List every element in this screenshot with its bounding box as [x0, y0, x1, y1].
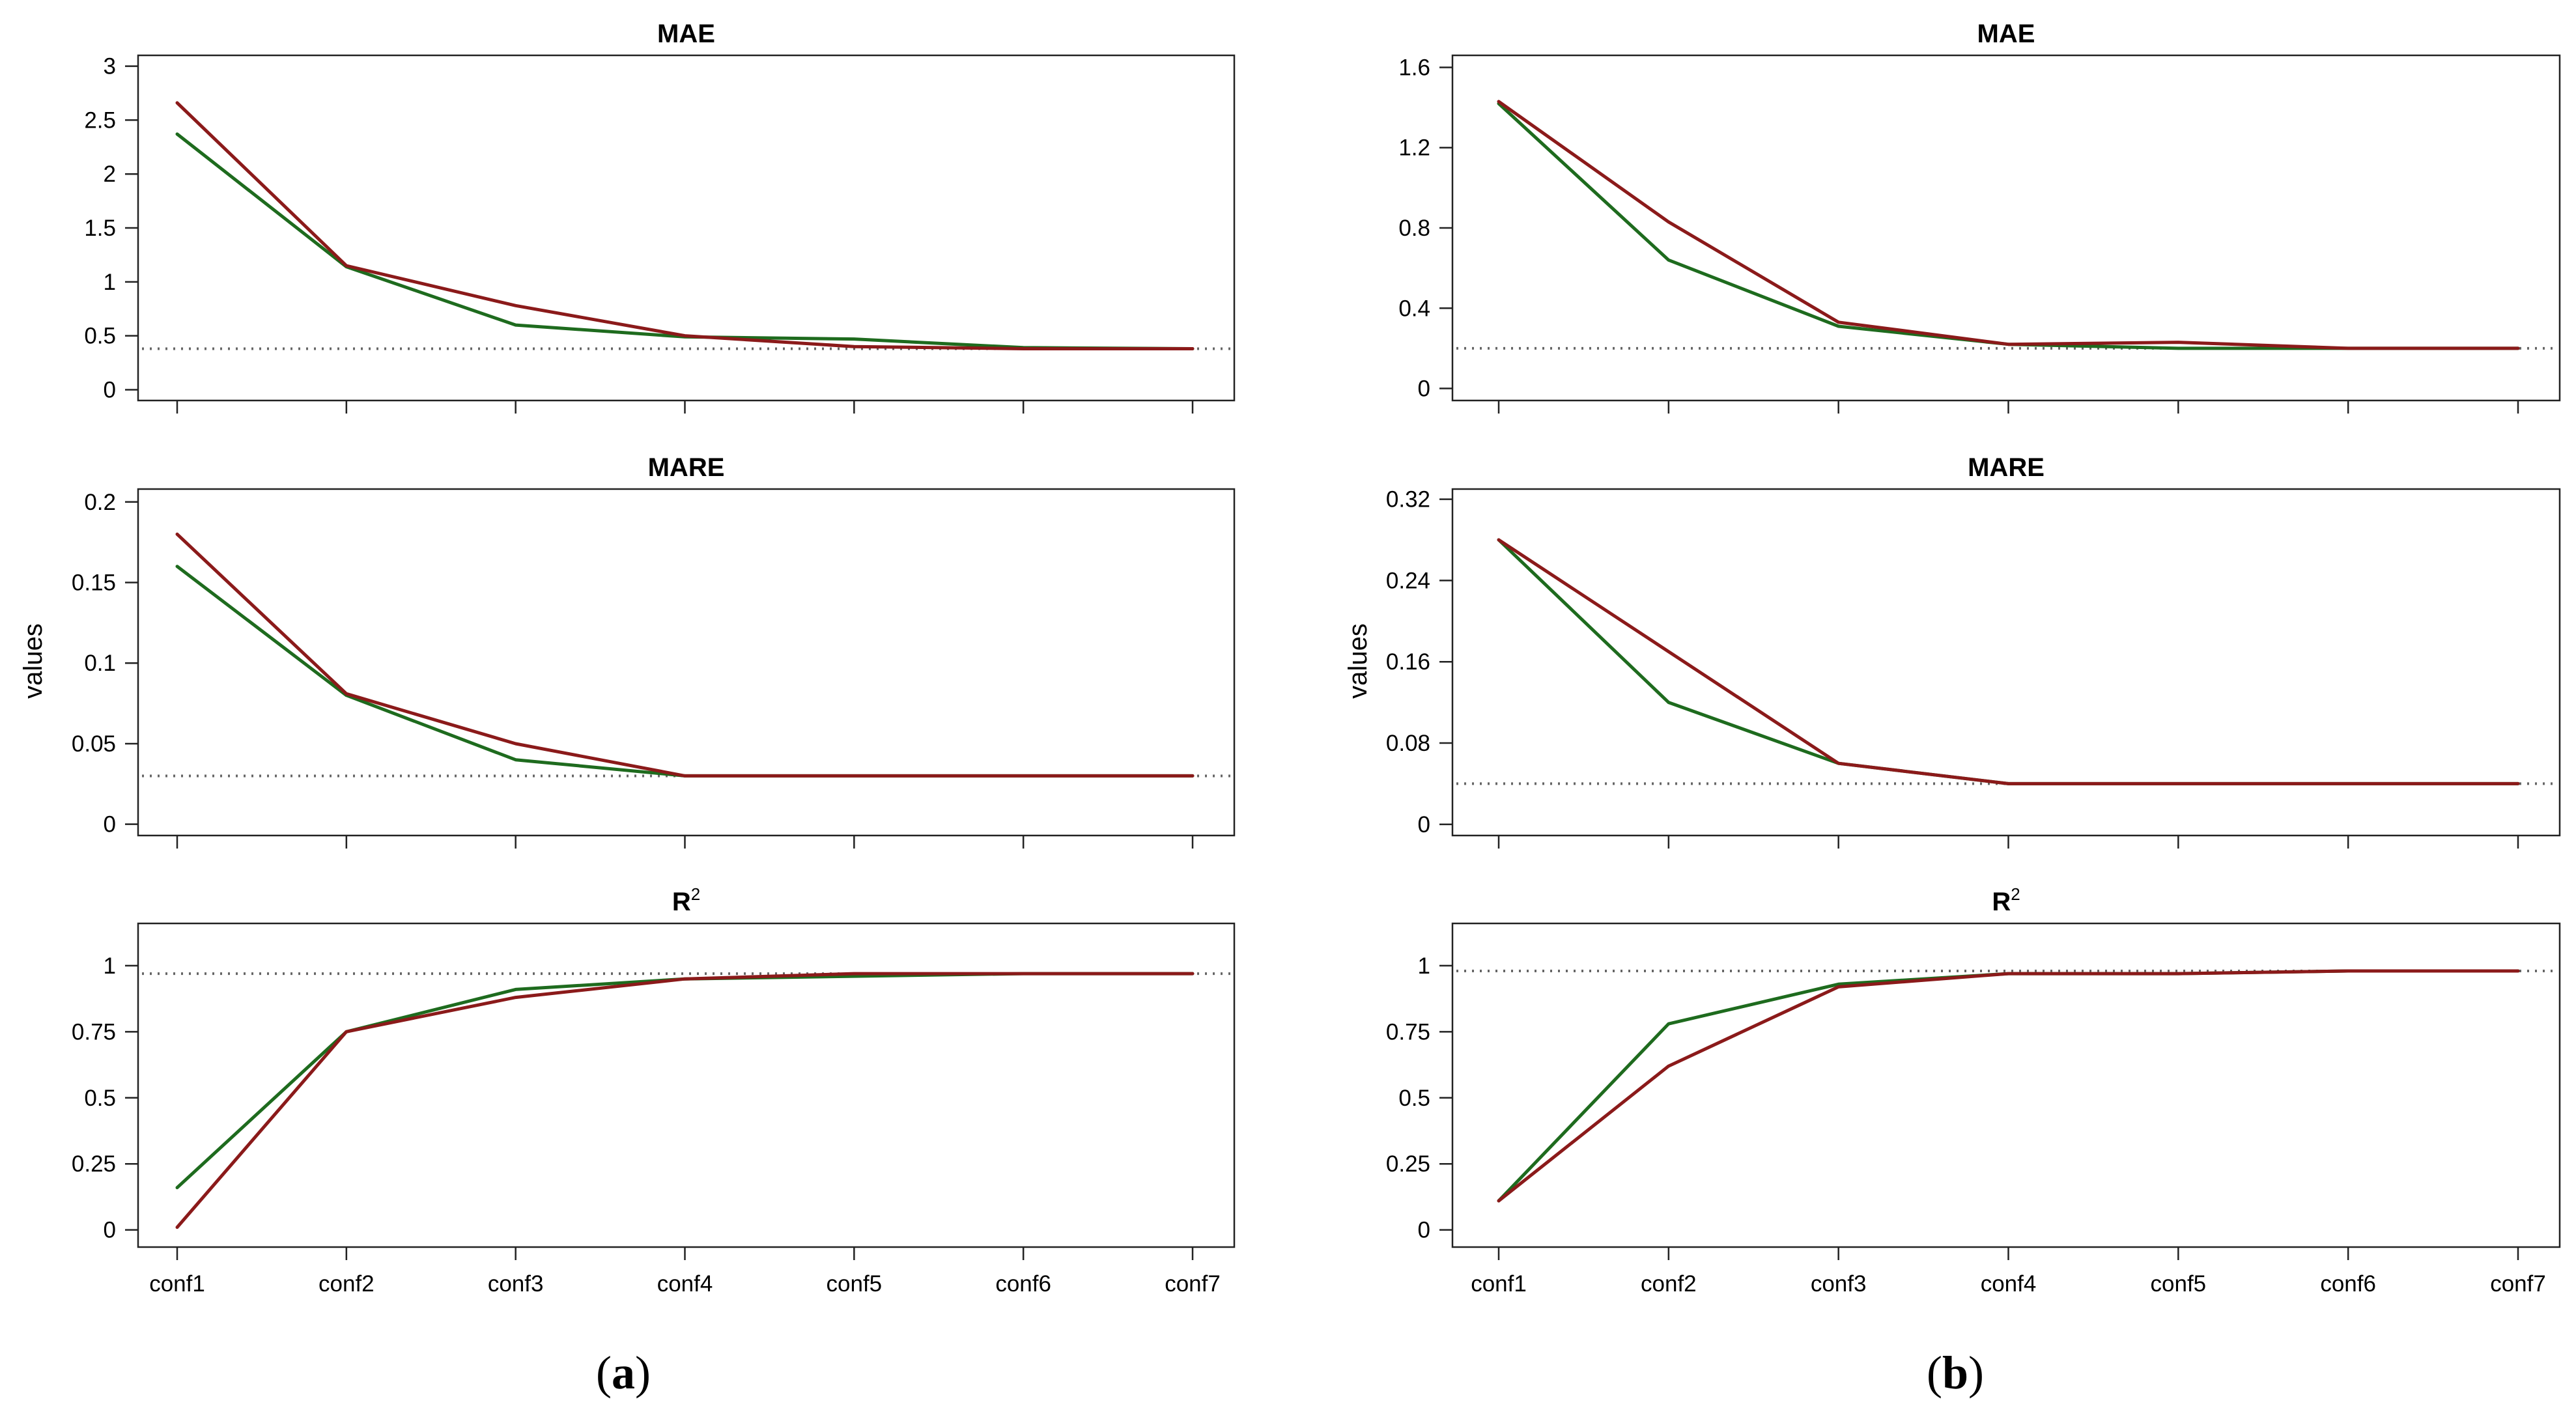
series-red-line [1497, 969, 2520, 1203]
panel-title: MAE [657, 20, 715, 48]
panel-title-text: MARE [648, 453, 725, 482]
series-red-line [175, 532, 1195, 778]
y-tick-label: 0.32 [1386, 487, 1430, 513]
y-tick-label: 0 [104, 812, 116, 837]
panel-title-text: MAE [657, 20, 715, 48]
x-tick-label: conf2 [1641, 1271, 1697, 1297]
y-tick-label: 0.1 [84, 651, 116, 676]
y-tick-label: 0.75 [1386, 1019, 1430, 1045]
y-tick-label: 1 [1418, 953, 1430, 979]
series-red-line [1497, 100, 2520, 350]
panel-b-mae: MAE 0 0.4 0.8 1.2 1.6 [1398, 20, 2561, 414]
x-tick-label: conf7 [1165, 1271, 1221, 1297]
x-tick-label: conf5 [2151, 1271, 2207, 1297]
x-tick-label: conf5 [827, 1271, 883, 1297]
y-tick-label: 0.4 [1398, 296, 1430, 321]
panel-title-superscript: 2 [691, 884, 700, 904]
x-tick-label: conf3 [488, 1271, 544, 1297]
x-tick-label: conf3 [1811, 1271, 1867, 1297]
x-tick-label: conf7 [2490, 1271, 2546, 1297]
y-tick-label: 1 [104, 953, 116, 979]
panel-b-mare: MARE 0 0.08 0.16 0.24 0.32 [1386, 453, 2561, 849]
caption-b: (b) [1927, 1347, 1984, 1399]
y-tick-label: 1.2 [1398, 135, 1430, 161]
panel-title-text: R [672, 888, 691, 916]
panel-title-text: MARE [1968, 453, 2045, 482]
x-tick-label: conf4 [657, 1271, 713, 1297]
y-tick-label: 3 [104, 54, 116, 79]
panel-title: R2 [672, 884, 700, 916]
y-tick-label: 0 [1418, 812, 1430, 837]
panel-title-text: R [1992, 888, 2011, 916]
plot-frame [137, 922, 1236, 1248]
y-tick-label: 0.05 [72, 731, 116, 757]
y-tick-label: 0.5 [84, 1086, 116, 1111]
shared-labels: values values (a) (b) [19, 623, 1984, 1399]
x-tick-label: conf1 [1471, 1271, 1527, 1297]
caption-b-open: ( [1927, 1347, 1942, 1399]
series-red-line [1497, 538, 2520, 785]
x-tick-label: conf6 [995, 1271, 1051, 1297]
caption-a: (a) [596, 1347, 651, 1399]
y-tick-label: 1.5 [84, 216, 116, 241]
y-tick-label: 0.5 [84, 324, 116, 349]
panel-title: MARE [1968, 453, 2045, 482]
y-tick-label: 0.08 [1386, 731, 1430, 756]
panel-title-superscript: 2 [2011, 884, 2020, 904]
x-tick-label: conf1 [149, 1271, 205, 1297]
panel-title: MAE [1977, 20, 2035, 48]
ylabel-a: values [19, 623, 48, 699]
y-tick-label: 0 [1418, 1218, 1430, 1243]
plot-frame [1451, 922, 2561, 1248]
plot-panels: MAE00.511.522.53MARE00.050.10.150.2R200.… [72, 20, 2561, 1297]
series-red-line [175, 972, 1195, 1229]
y-tick-label: 1 [104, 270, 116, 295]
panel-b-r2: R2 0 0.25 0.5 0.75 1 conf1 conf2 conf3 conf4 conf5… [1386, 884, 2561, 1297]
panel-title: R2 [1992, 884, 2020, 916]
panel-a-r2: R2 0 0.25 0.5 0.75 1 conf1 conf2 conf3 conf4 conf5… [72, 884, 1236, 1297]
caption-a-close: ) [635, 1347, 651, 1399]
caption-b-letter: b [1942, 1347, 1968, 1399]
caption-a-open: ( [596, 1347, 612, 1399]
y-tick-label: 0 [104, 1218, 116, 1243]
y-tick-label: 0.75 [72, 1019, 116, 1045]
panel-a-mae: MAE 0 0.5 1 1.5 2 2.5 3 [84, 20, 1236, 414]
series-red-line [175, 101, 1195, 350]
panel-title-text: MAE [1977, 20, 2035, 48]
y-tick-label: 0.25 [72, 1151, 116, 1177]
y-tick-label: 2 [104, 162, 116, 187]
x-tick-label: conf6 [2320, 1271, 2376, 1297]
y-tick-label: 0.5 [1398, 1086, 1430, 1111]
panel-title: MARE [648, 453, 725, 482]
y-tick-label: 0.25 [1386, 1151, 1430, 1177]
y-tick-label: 0.24 [1386, 568, 1430, 593]
y-tick-label: 0.8 [1398, 216, 1430, 241]
x-tick-label: conf2 [318, 1271, 375, 1297]
x-tick-label: conf4 [1981, 1271, 2037, 1297]
ylabel-b: values [1344, 623, 1372, 699]
y-tick-label: 2.5 [84, 107, 116, 133]
y-tick-label: 0.16 [1386, 649, 1430, 675]
caption-b-close: ) [1968, 1347, 1984, 1399]
y-tick-label: 0.15 [72, 570, 116, 596]
panel-a-mare: MARE 0 0.05 0.1 0.15 0.2 [72, 453, 1236, 849]
caption-a-letter: a [612, 1347, 635, 1399]
y-tick-label: 0.2 [84, 490, 116, 515]
y-tick-label: 1.6 [1398, 55, 1430, 80]
y-tick-label: 0 [1418, 376, 1430, 402]
y-tick-label: 0 [104, 377, 116, 402]
